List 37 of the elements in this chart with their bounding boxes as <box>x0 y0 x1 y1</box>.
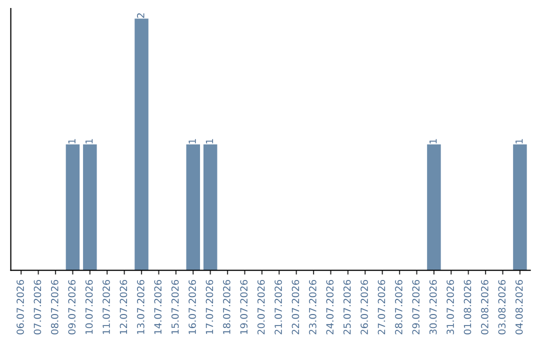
x-tick-label: 30.07.2026 <box>429 280 437 334</box>
x-tick-label: 27.07.2026 <box>378 280 386 334</box>
x-tick-label: 17.07.2026 <box>206 280 214 334</box>
x-tick-label: 08.07.2026 <box>50 280 58 334</box>
x-tick-label: 19.07.2026 <box>240 280 248 334</box>
data-label: 1 <box>188 139 196 144</box>
x-tick-label: 18.07.2026 <box>223 280 230 334</box>
x-tick-label: 11.07.2026 <box>102 280 110 334</box>
x-tick-label: 23.07.2026 <box>309 280 316 334</box>
x-tick-label: 09.07.2026 <box>68 280 76 334</box>
x-tick-label: 01.08.2026 <box>464 280 472 334</box>
x-tick-label: 20.07.2026 <box>257 280 265 334</box>
x-tick-label: 14.07.2026 <box>154 280 162 334</box>
data-label: 2 <box>136 13 144 18</box>
x-tick-label: 13.07.2026 <box>136 280 144 334</box>
data-label: 1 <box>516 139 523 144</box>
x-tick-label: 12.07.2026 <box>120 280 128 334</box>
x-tick-label: 06.07.2026 <box>16 280 24 334</box>
x-tick-label: 16.07.2026 <box>188 280 196 334</box>
data-label: 1 <box>206 139 214 144</box>
x-tick-label: 29.07.2026 <box>412 280 420 334</box>
x-tick-label: 10.07.2026 <box>85 280 93 334</box>
data-label: 1 <box>430 139 437 144</box>
data-label: 1 <box>86 139 93 144</box>
x-tick-label: 07.07.2026 <box>34 280 42 334</box>
x-tick-label: 24.07.2026 <box>326 280 334 334</box>
x-tick-label: 22.07.2026 <box>292 280 300 334</box>
x-tick-label: 28.07.2026 <box>395 280 402 334</box>
x-tick-label: 31.07.2026 <box>446 280 454 334</box>
x-tick-label: 02.08.2026 <box>481 280 488 334</box>
x-tick-label: 15.07.2026 <box>171 280 179 334</box>
x-tick-label: 04.08.2026 <box>515 280 523 334</box>
data-label: 1 <box>68 139 76 144</box>
x-tick-label: 21.07.2026 <box>274 280 282 334</box>
x-tick-label: 26.07.2026 <box>360 280 368 334</box>
x-tick-label: 25.07.2026 <box>343 280 351 334</box>
x-tick-label: 03.08.2026 <box>498 280 506 334</box>
